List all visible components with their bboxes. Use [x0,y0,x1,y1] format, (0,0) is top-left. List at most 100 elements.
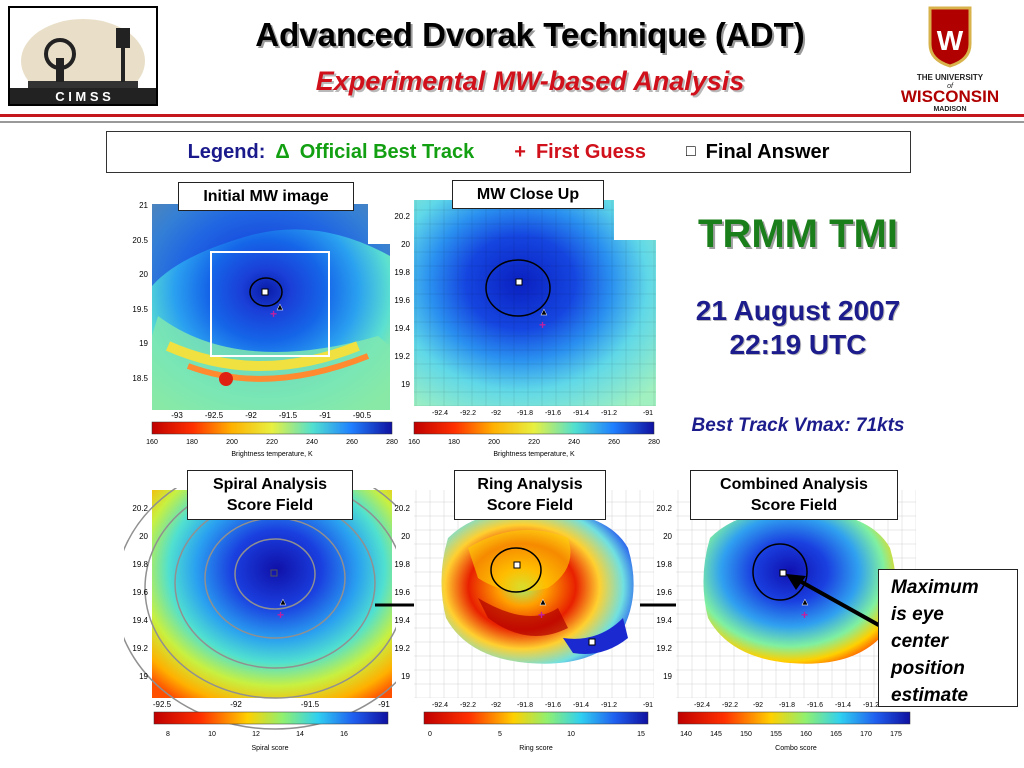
svg-text:160: 160 [408,439,420,446]
svg-text:-91.2: -91.2 [601,410,617,417]
svg-text:170: 170 [860,731,872,738]
svg-text:19.2: 19.2 [394,352,410,361]
svg-text:19.4: 19.4 [394,324,410,333]
svg-text:19: 19 [139,339,148,348]
svg-text:10: 10 [567,731,575,738]
svg-text:12: 12 [252,731,260,738]
svg-text:+: + [801,608,808,622]
svg-text:0: 0 [428,731,432,738]
svg-text:140: 140 [680,731,692,738]
svg-text:-91.2: -91.2 [601,702,617,709]
svg-text:200: 200 [488,439,500,446]
svg-text:Spiral score: Spiral score [252,745,289,752]
svg-text:19.5: 19.5 [132,305,148,314]
max-eye-annotation: Maximum is eye center position estimate [878,569,1018,707]
svg-text:-92.2: -92.2 [460,410,476,417]
svg-text:-92.2: -92.2 [460,702,476,709]
svg-text:-90.5: -90.5 [353,411,372,420]
best-track-vmax: Best Track Vmax: 71kts [691,415,905,436]
svg-text:Ring score: Ring score [519,745,553,752]
svg-text:15: 15 [637,731,645,738]
svg-text:19: 19 [663,672,672,681]
svg-text:W: W [937,25,964,56]
svg-text:-91.4: -91.4 [573,410,589,417]
svg-text:-91.8: -91.8 [517,702,533,709]
svg-text:145: 145 [710,731,722,738]
svg-text:240: 240 [306,439,318,446]
svg-text:20.2: 20.2 [132,504,148,513]
svg-text:-91: -91 [378,700,390,709]
observation-date-text: 21 August 2007 [695,295,901,326]
svg-text:19.4: 19.4 [394,616,410,625]
svg-text:19.2: 19.2 [394,644,410,653]
observation-time-text: 22:19 UTC [729,329,867,360]
svg-text:19.8: 19.8 [132,560,148,569]
svg-text:160: 160 [146,439,158,446]
svg-text:-91.4: -91.4 [835,702,851,709]
svg-text:-91: -91 [643,702,653,709]
svg-text:180: 180 [448,439,460,446]
combined-score-panel: ▲ + 20.2 20 19.8 19.6 19.4 19.2 19 -92.4… [656,490,916,752]
svg-text:160: 160 [800,731,812,738]
svg-text:19.8: 19.8 [394,560,410,569]
page-subtitle: Experimental MW-based Analysis [315,66,745,96]
svg-text:16: 16 [340,731,348,738]
spiral-score-panel: ▲ + 20.2 20 19.8 19.6 19.4 19.2 19 -92.5… [124,488,396,752]
svg-text:-92: -92 [753,702,763,709]
svg-text:19.4: 19.4 [132,616,148,625]
svg-text:165: 165 [830,731,842,738]
combined-score-label: Combined Analysis Score Field [690,470,898,520]
svg-text:20.2: 20.2 [394,504,410,513]
observation-date: 21 August 2007 22:19 UTC [660,294,936,362]
svg-text:-92: -92 [491,410,501,417]
svg-text:-92.2: -92.2 [722,702,738,709]
svg-text:180: 180 [186,439,198,446]
mw-closeup-panel: ▲ + 20.2 20 19.8 19.6 19.4 19.2 19 -92.4… [394,200,660,458]
svg-text:220: 220 [266,439,278,446]
svg-text:-92.4: -92.4 [432,410,448,417]
svg-text:14: 14 [296,731,304,738]
svg-text:19.6: 19.6 [132,588,148,597]
svg-text:-92.5: -92.5 [153,700,172,709]
svg-text:5: 5 [498,731,502,738]
svg-text:20: 20 [401,240,410,249]
svg-text:-91.8: -91.8 [517,410,533,417]
svg-text:19.4: 19.4 [656,616,672,625]
svg-text:▲: ▲ [538,597,548,608]
svg-text:-91: -91 [643,410,653,417]
svg-text:20.2: 20.2 [394,212,410,221]
uw-madison-logo: W THE UNIVERSITY of WISCONSIN MADISON [901,6,999,113]
initial-mw-panel: ▲ + 21 20.5 20 19.5 19 18.5 -93 -92.5 -9… [132,201,398,458]
svg-text:21: 21 [139,201,148,210]
ring-score-panel: ▲ + 20.2 20 19.8 19.6 19.4 19.2 19 -92.4… [394,490,654,752]
best-track-symbol: Δ [275,140,290,163]
svg-text:-92.4: -92.4 [694,702,710,709]
svg-text:-91.6: -91.6 [545,410,561,417]
svg-text:-92: -92 [491,702,501,709]
svg-text:19.8: 19.8 [656,560,672,569]
sensor-title: TRMM TMI [698,212,898,256]
svg-text:WISCONSIN: WISCONSIN [901,87,999,106]
svg-text:-91.5: -91.5 [301,700,320,709]
svg-text:260: 260 [346,439,358,446]
svg-text:-92: -92 [245,411,257,420]
svg-text:-91.2: -91.2 [863,702,879,709]
mw-closeup-label: MW Close Up [452,180,604,209]
svg-text:-92.5: -92.5 [205,411,224,420]
svg-text:260: 260 [608,439,620,446]
svg-text:20.2: 20.2 [656,504,672,513]
svg-text:-91.5: -91.5 [279,411,298,420]
svg-text:-92: -92 [230,700,242,709]
svg-text:19.6: 19.6 [656,588,672,597]
svg-text:+: + [538,608,545,622]
svg-text:19: 19 [401,380,410,389]
svg-text:20: 20 [139,532,148,541]
svg-text:20: 20 [663,532,672,541]
svg-text:19.6: 19.6 [394,296,410,305]
ring-score-label: Ring Analysis Score Field [454,470,606,520]
svg-text:240: 240 [568,439,580,446]
svg-text:220: 220 [528,439,540,446]
legend-box: Legend: Δ Official Best Track + First Gu… [106,131,911,173]
svg-text:+: + [270,307,277,321]
header-rule-top [0,114,1024,117]
